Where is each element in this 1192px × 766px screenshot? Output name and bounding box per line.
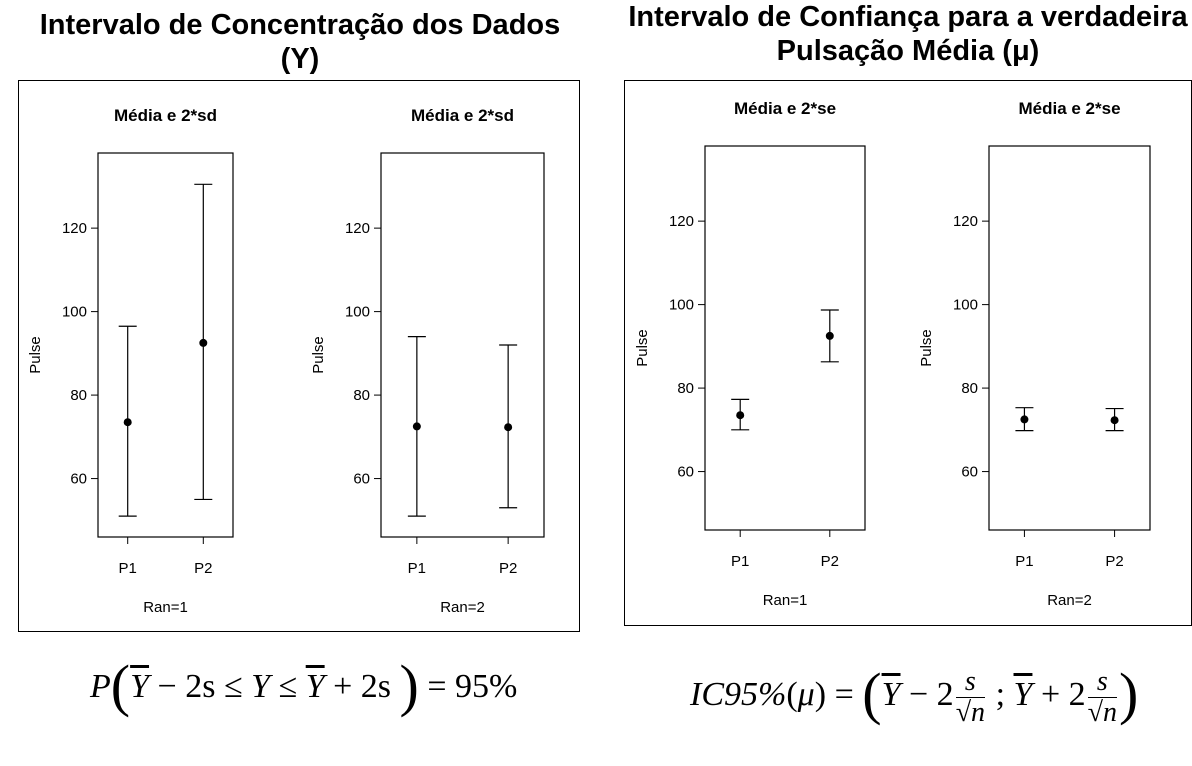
x-axis-label: Ran=1 — [143, 599, 188, 616]
formula-le: ≤ — [270, 668, 306, 705]
formula-probability: P(Y − 2s ≤ Y ≤ Y + 2s ) = 95% — [90, 652, 517, 719]
y-tick-label: 120 — [953, 213, 978, 230]
x-axis-label: Ran=1 — [763, 592, 808, 609]
formula-minus-2s: − 2s ≤ — [149, 668, 252, 705]
chart-title: Média e 2*sd — [114, 106, 217, 125]
figure-frame-right — [624, 80, 1192, 626]
formula-y: Y — [251, 668, 271, 705]
mean-point — [736, 411, 745, 420]
plot-area — [97, 152, 234, 538]
x-tick-label: P2 — [499, 560, 517, 577]
chart-panel-2: Média e 2*sd 60 80 100 120 Pulse P1 P2 Ran=2 — [310, 106, 545, 616]
plot-area — [988, 145, 1151, 531]
mean-point — [412, 422, 421, 431]
chart-panel-1: Média e 2*sd 60 80 100 120 Pulse P1 P2 Ran=1 — [27, 106, 234, 616]
x-tick-label: P1 — [731, 553, 749, 570]
y-tick-label: 100 — [953, 297, 978, 314]
y-tick-label: 100 — [62, 304, 87, 321]
formula-ybar: Y — [130, 668, 150, 705]
chart-title: Média e 2*se — [734, 99, 836, 118]
formula-paren-mu-open: ( — [786, 676, 798, 713]
y-tick-label: 120 — [62, 220, 87, 237]
formula-paren-close: ) — [399, 653, 419, 718]
formula-frac-lower: s √n — [955, 665, 986, 728]
formula-ci-ybar: Y — [881, 676, 901, 713]
formula-plus-2s: + 2s — [324, 668, 400, 705]
x-tick-label: P1 — [119, 560, 137, 577]
formula-ci-ybar-2: Y — [1013, 676, 1033, 713]
chart-panel-4: Média e 2*se 60 80 100 120 Pulse P1 P2 Ran=2 — [918, 99, 1151, 609]
x-tick-label: P2 — [1105, 553, 1123, 570]
formula-paren-mu-close: ) — [814, 676, 827, 713]
y-tick-label: 60 — [353, 471, 370, 488]
mean-point — [825, 331, 834, 340]
chart-title: Média e 2*sd — [411, 106, 514, 125]
y-tick-label: 120 — [345, 220, 370, 237]
x-tick-label: P2 — [821, 553, 839, 570]
y-tick-label: 120 — [669, 213, 694, 230]
y-tick-label: 60 — [961, 464, 978, 481]
formula-frac-s-2: s — [1096, 665, 1108, 697]
y-tick-label: 80 — [961, 380, 978, 397]
formula-ic95: IC95% — [690, 676, 787, 713]
chart-title: Média e 2*se — [1018, 99, 1120, 118]
y-axis-label: Pulse — [27, 336, 44, 374]
plot-area — [704, 145, 866, 531]
formula-ci-minus-2: − 2 — [900, 676, 954, 713]
formula-eq: = — [826, 676, 863, 713]
chart-panel-3: Média e 2*se 60 80 100 120 Pulse P1 P2 Ran=1 — [634, 99, 866, 609]
x-tick-label: P1 — [408, 560, 426, 577]
x-tick-label: P1 — [1015, 553, 1033, 570]
figure-frame-left — [18, 80, 580, 632]
formula-bigparen-open: ( — [862, 661, 882, 726]
y-tick-label: 80 — [353, 387, 370, 404]
figure-title-left: Intervalo de Concentração dos Dados (Y) — [39, 9, 561, 75]
y-tick-label: 60 — [70, 471, 87, 488]
mean-point — [199, 338, 208, 347]
mean-point — [1020, 415, 1029, 424]
formula-p: P — [90, 668, 111, 705]
formula-frac-s: s — [964, 665, 976, 697]
y-tick-label: 60 — [677, 464, 694, 481]
formula-ybar-2: Y — [305, 668, 325, 705]
formula-bigparen-close: ) — [1119, 661, 1139, 726]
y-tick-label: 100 — [345, 304, 370, 321]
y-axis-label: Pulse — [918, 329, 935, 367]
y-axis-label: Pulse — [634, 329, 651, 367]
formula-confidence-interval: IC95%(μ) = (Y − 2 s √n ; Y + 2 s √n) — [690, 660, 1138, 728]
plot-area — [380, 152, 545, 538]
formula-frac-sqrt-n: √n — [955, 696, 986, 728]
x-axis-label: Ran=2 — [440, 599, 485, 616]
formula-paren-open: ( — [110, 653, 131, 718]
y-tick-label: 100 — [669, 297, 694, 314]
formula-frac-sqrt-n-2: √n — [1087, 696, 1117, 728]
mean-point — [1110, 416, 1119, 425]
formula-ci-plus-2: + 2 — [1032, 676, 1086, 713]
mean-point — [504, 423, 513, 432]
figure-title-right: Intervalo de Confiança para a verdadeira… — [628, 1, 1188, 67]
x-axis-label: Ran=2 — [1047, 592, 1092, 609]
x-tick-label: P2 — [194, 560, 212, 577]
formula-mu: μ — [797, 676, 815, 713]
formula-frac-upper: s √n — [1087, 665, 1117, 728]
formula-ci-sep: ; — [987, 676, 1014, 713]
y-axis-label: Pulse — [310, 336, 327, 374]
formula-equals-95: = 95% — [418, 668, 518, 705]
y-tick-label: 80 — [677, 380, 694, 397]
mean-point — [123, 418, 132, 427]
y-tick-label: 80 — [70, 387, 87, 404]
